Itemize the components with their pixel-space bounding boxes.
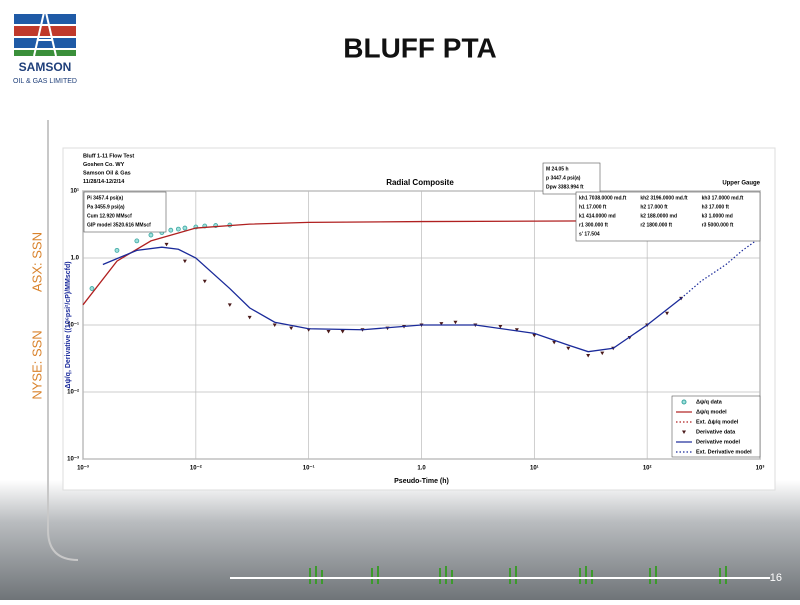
legend-label: Ext. Δψ/q model <box>696 419 739 425</box>
x-tick-label: 10⁻¹ <box>303 465 315 472</box>
info-item: h3 17.000 ft <box>702 204 730 210</box>
listing: NYSE: SSN <box>29 330 44 399</box>
listing: ASX: SSN <box>29 232 44 292</box>
info-item: s' 17.504 <box>579 231 600 237</box>
info-item: Cum 12.920 MMscf <box>87 213 132 219</box>
info-item: k3 1.0000 md <box>702 213 733 219</box>
info-item: r2 1800.000 ft <box>640 222 672 228</box>
y-tick-label: 10⁻² <box>67 389 79 396</box>
legend-label: Δψ/q data <box>696 399 723 405</box>
info-item: h2 17.000 ft <box>640 204 668 210</box>
data-point <box>176 227 180 231</box>
info-item: Dpw 3383.994 ft <box>546 184 584 190</box>
legend-label: Δψ/q model <box>696 409 727 415</box>
legend-symbol <box>682 400 686 404</box>
y-tick-label: 10⁻³ <box>67 456 79 463</box>
legend-label: Derivative data <box>696 429 736 435</box>
x-tick-label: 10⁻³ <box>77 465 89 472</box>
y-axis-label: Δψ/q, Derivative ((10⁶psi²/cP)/MMscfd) <box>65 261 72 388</box>
info-item: Pa 3455.9 psi(a) <box>87 204 125 210</box>
chart-title: Radial Composite <box>386 178 454 187</box>
x-tick-label: 10³ <box>756 465 765 472</box>
info-item: r3 5000.000 ft <box>702 222 734 228</box>
data-point <box>149 233 153 237</box>
x-tick-label: 10² <box>643 465 652 472</box>
info-item: kh2 3196.0000 md.ft <box>640 195 688 201</box>
data-point <box>169 228 173 232</box>
logo-name: SAMSON <box>19 60 72 74</box>
logo-subtitle: OIL & GAS LIMITED <box>13 78 77 85</box>
y-tick-label: 1.0 <box>71 256 80 262</box>
data-point <box>183 226 187 230</box>
info-item: k2 188.0000 md <box>640 213 677 219</box>
x-tick-label: 10⁻² <box>190 465 202 472</box>
info-item: Pi 3457.4 psi(a) <box>87 195 123 201</box>
slide-title: BLUFF PTA <box>343 32 496 63</box>
header-line: Goshen Co. WY <box>83 162 125 168</box>
info-item: M 24.05 h <box>546 166 569 172</box>
header-line: Samson Oil & Gas <box>83 170 131 176</box>
info-item: k1 414.0000 md <box>579 213 616 219</box>
info-item: p 3447.4 psi(a) <box>546 175 581 181</box>
legend-label: Ext. Derivative model <box>696 449 752 455</box>
info-item: kh1 7038.0000 md.ft <box>579 195 627 201</box>
data-point <box>135 239 139 243</box>
data-point <box>115 248 119 252</box>
legend-label: Derivative model <box>696 439 740 445</box>
info-item: kh3 17.0000 md.ft <box>702 195 744 201</box>
data-point <box>90 287 94 291</box>
rock-band <box>0 480 800 600</box>
x-tick-label: 10¹ <box>530 465 539 472</box>
x-tick-label: 1.0 <box>417 466 426 472</box>
info-item: GIP model 3520.616 MMscf <box>87 222 151 228</box>
y-tick-label: 10¹ <box>70 188 79 195</box>
x-axis-label: Pseudo-Time (h) <box>394 478 449 485</box>
gauge-label: Upper Gauge <box>722 181 760 187</box>
header-line: Bluff 1-11 Flow Test <box>83 153 134 159</box>
info-item: r1 300.000 ft <box>579 222 608 228</box>
header-line: 11/28/14-12/2/14 <box>83 179 125 185</box>
info-item: h1 17.000 ft <box>579 204 607 210</box>
page-number: 16 <box>770 572 782 584</box>
